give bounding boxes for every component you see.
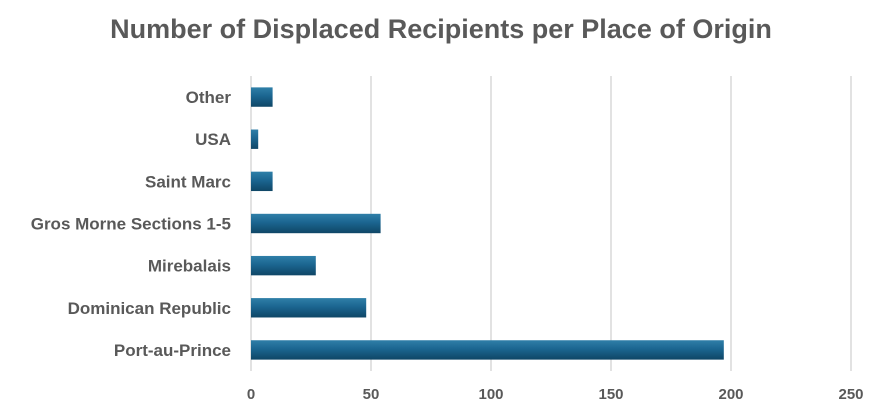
x-tick-label: 100	[478, 386, 503, 403]
category-label: Mirebalais	[148, 257, 231, 276]
x-tick-label: 0	[247, 386, 255, 403]
bar	[251, 255, 316, 276]
bar	[251, 87, 273, 107]
bars	[251, 87, 724, 360]
category-label: Saint Marc	[145, 172, 231, 191]
category-label: Dominican Republic	[68, 299, 231, 318]
x-tick-label: 250	[838, 386, 863, 403]
x-tick-label: 200	[718, 386, 743, 403]
x-tick-label: 150	[598, 386, 623, 403]
category-labels: Port-au-Prince Dominican Republic Mirebala…	[31, 88, 232, 360]
bar	[251, 213, 381, 234]
x-axis-tick-labels: 0 50 100 150 200 250	[247, 386, 864, 403]
bar	[251, 171, 273, 192]
category-label: Other	[186, 88, 232, 107]
bar	[251, 129, 259, 149]
x-tick-label: 50	[363, 386, 380, 403]
category-label: Gros Morne Sections 1-5	[31, 215, 231, 234]
bar	[251, 298, 367, 318]
category-label: Port-au-Prince	[114, 341, 231, 360]
chart-title: Number of Displaced Recipients per Place…	[110, 14, 772, 44]
bar	[251, 340, 724, 360]
category-label: USA	[195, 130, 231, 149]
